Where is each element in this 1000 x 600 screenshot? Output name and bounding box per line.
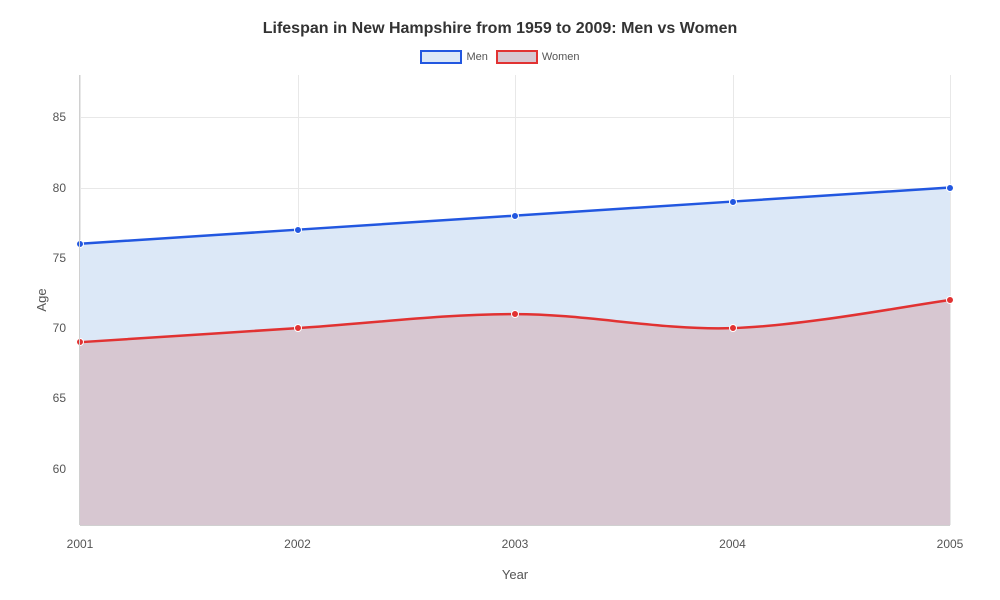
x-tick-label: 2004 [719, 537, 746, 551]
y-tick-label: 60 [36, 462, 66, 476]
y-tick-label: 85 [36, 110, 66, 124]
series-point-men[interactable] [729, 198, 737, 206]
series-point-women[interactable] [294, 324, 302, 332]
series-point-women[interactable] [946, 296, 954, 304]
x-tick-label: 2001 [67, 537, 94, 551]
legend-item-women[interactable]: Women [496, 50, 580, 64]
y-axis-line [79, 75, 80, 525]
y-tick-label: 65 [36, 391, 66, 405]
x-tick-label: 2005 [937, 537, 964, 551]
series-point-men[interactable] [76, 240, 84, 248]
legend-item-men[interactable]: Men [420, 50, 487, 64]
legend-label-women: Women [542, 51, 580, 63]
y-tick-label: 75 [36, 251, 66, 265]
x-tick-label: 2002 [284, 537, 311, 551]
legend-swatch-women [496, 50, 538, 64]
series-point-women[interactable] [511, 310, 519, 318]
x-axis-title: Year [502, 567, 528, 582]
y-tick-label: 80 [36, 181, 66, 195]
chart-svg [80, 75, 950, 525]
series-point-women[interactable] [76, 338, 84, 346]
x-tick-label: 2003 [502, 537, 529, 551]
plot-area: 20012002200320042005 606570758085 Year A… [80, 75, 950, 525]
y-axis-title: Age [34, 288, 49, 311]
x-axis-line [80, 525, 950, 526]
chart-title: Lifespan in New Hampshire from 1959 to 2… [0, 20, 1000, 38]
y-tick-label: 70 [36, 321, 66, 335]
legend-label-men: Men [466, 51, 487, 63]
legend-swatch-men [420, 50, 462, 64]
chart-container: Lifespan in New Hampshire from 1959 to 2… [0, 0, 1000, 600]
legend: Men Women [0, 50, 1000, 64]
area-fills [80, 188, 950, 526]
series-point-men[interactable] [294, 226, 302, 234]
series-point-men[interactable] [511, 212, 519, 220]
series-point-men[interactable] [946, 184, 954, 192]
series-point-women[interactable] [729, 324, 737, 332]
